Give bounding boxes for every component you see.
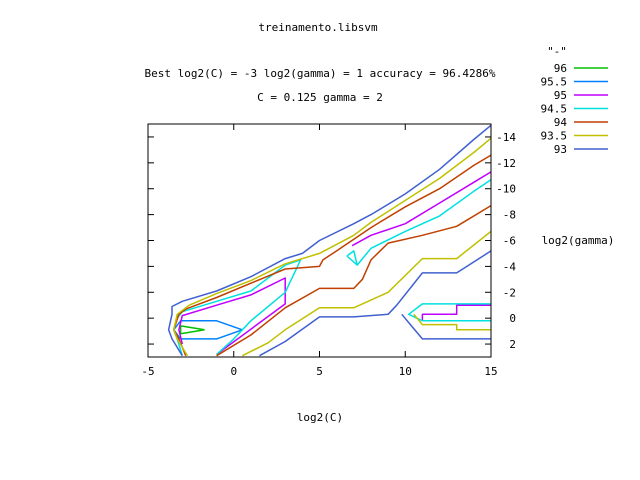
chart-subtitle-best: Best log2(C) = -3 log2(gamma) = 1 accura… xyxy=(145,67,496,80)
contour-line-94-0 xyxy=(172,154,492,356)
y-tick-label: 0 xyxy=(509,312,516,325)
contour-line-93-5-0 xyxy=(172,137,492,357)
contour-line-93-5-2 xyxy=(413,313,491,331)
legend-label-96: 96 xyxy=(554,62,567,75)
contour-lines xyxy=(167,124,492,357)
legend-label-95: 95 xyxy=(554,89,567,102)
contour-line-94-5-1 xyxy=(346,250,358,266)
contour-line-93-1 xyxy=(259,250,492,357)
contour-line-93-0 xyxy=(167,124,492,357)
y-tick-label: -2 xyxy=(503,286,516,299)
y-tick-label: -12 xyxy=(496,157,516,170)
contour-line-95-5-0 xyxy=(172,320,243,340)
x-tick-label: 15 xyxy=(484,365,497,378)
legend-label-93: 93 xyxy=(554,143,567,156)
contour-line-93-2 xyxy=(401,313,491,340)
x-tick-label: -5 xyxy=(141,365,154,378)
legend-label-94-5: 94.5 xyxy=(541,103,568,116)
contour-line-95-2 xyxy=(421,304,491,321)
contour-line-96-0 xyxy=(179,325,205,335)
legend-title: "-" xyxy=(547,45,567,58)
chart-title: treinamento.libsvm xyxy=(258,21,378,34)
contour-line-94-5-2 xyxy=(356,179,492,266)
x-axis: -5 0 5 10 15 xyxy=(141,124,498,378)
chart-subtitle-params: C = 0.125 gamma = 2 xyxy=(257,91,383,104)
contour-line-94-5-0 xyxy=(172,259,302,356)
y-axis-label: log2(gamma) xyxy=(542,234,615,247)
contour-line-93-5-1 xyxy=(241,230,492,357)
y-tick-label: -8 xyxy=(503,209,516,222)
x-tick-label: 0 xyxy=(230,365,237,378)
x-tick-label: 5 xyxy=(316,365,323,378)
y-tick-label: -14 xyxy=(496,131,516,144)
contour-line-94-1 xyxy=(216,204,492,357)
x-axis-label: log2(C) xyxy=(297,411,343,424)
x-tick-label: 10 xyxy=(399,365,412,378)
y-tick-label: -10 xyxy=(496,183,516,196)
y-tick-label: 2 xyxy=(509,338,516,351)
contour-line-95-1 xyxy=(351,171,492,247)
contour-line-94-5-3 xyxy=(407,303,491,322)
legend-label-93-5: 93.5 xyxy=(541,130,568,143)
legend-label-94: 94 xyxy=(554,116,568,129)
y-tick-label: -4 xyxy=(503,260,517,273)
contour-line-95-0 xyxy=(178,277,286,356)
y-tick-label: -6 xyxy=(503,235,516,248)
legend-label-95-5: 95.5 xyxy=(541,76,568,89)
y-axis: -14 -12 -10 -8 -6 -4 -2 0 2 xyxy=(148,131,516,351)
